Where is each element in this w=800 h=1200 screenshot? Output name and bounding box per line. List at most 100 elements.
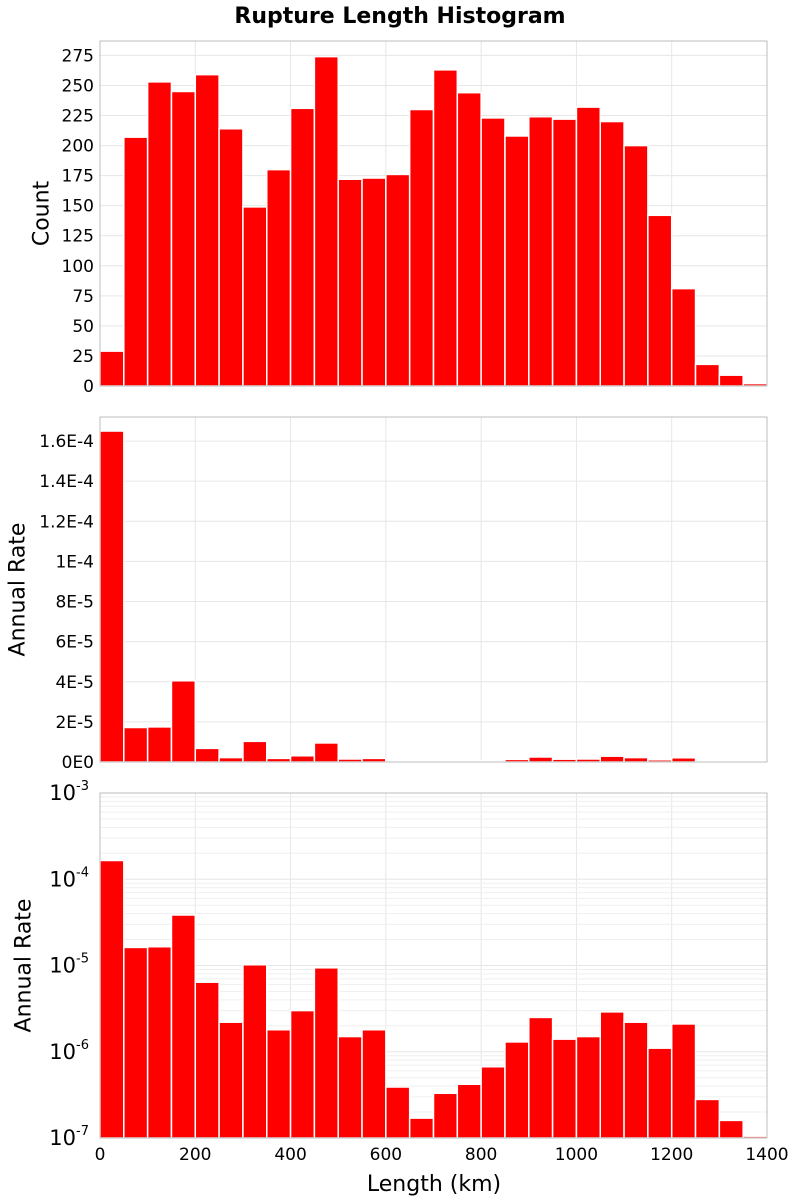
bar-annual-rate-log-4 [194,981,220,1139]
bar-annual-rate-log-13 [408,1117,435,1139]
x-tick-label: 800 [465,1145,497,1165]
count-panel: 0 25 50 75 100 125 150 175 200 225 250 275 Count [30,40,768,397]
bar-annual-rate-log-12 [385,1086,411,1139]
bar-count-26 [718,374,744,387]
y-tick-label: 1.4E-4 [39,472,94,492]
bar-annual-rate-linear-5 [218,756,244,763]
plot-frame [99,40,768,387]
bar-annual-rate-log-2 [146,945,173,1139]
y-tick-label: 4E-5 [55,673,94,693]
y-tick-label: 8E-5 [55,593,94,613]
bar-count-17 [504,135,530,387]
annual-rate-log-panel: 10-7 10-6 10-5 10-4 10-3 Annual Rate [12,779,768,1150]
bar-count-6 [242,206,268,387]
bar-annual-rate-log-18 [528,1016,554,1139]
bar-count-20 [575,106,602,387]
bar-count-14 [432,69,459,387]
x-tick-label: 400 [274,1145,306,1165]
bar-count-4 [194,73,220,387]
bar-annual-rate-linear-6 [242,740,268,763]
y-tick-label: 200 [62,137,94,157]
bar-annual-rate-log-17 [504,1041,530,1139]
bar-count-24 [670,287,697,387]
bar-count-23 [647,214,673,387]
bar-annual-rate-log-10 [337,1035,363,1139]
x-tick-label: 1200 [650,1145,693,1165]
y-tick-label: 50 [72,317,94,337]
x-tick-label: 1400 [745,1145,788,1165]
x-tick-label: 600 [370,1145,402,1165]
bar-annual-rate-log-19 [551,1038,578,1139]
bar-annual-rate-log-24 [670,1023,697,1139]
y-tick-label: 1.2E-4 [39,512,94,532]
y-tick-label: 275 [62,46,94,66]
y-tick-label: 6E-5 [55,633,94,653]
bar-annual-rate-linear-21 [599,755,625,763]
x-tick-label: 1000 [555,1145,598,1165]
bar-annual-rate-log-22 [623,1021,649,1139]
y-tick-label: 1E-4 [55,552,94,572]
bar-annual-rate-linear-22 [623,756,649,763]
bar-count-8 [289,107,316,387]
y-tick-label: 125 [62,227,94,247]
bar-annual-rate-linear-11 [361,757,387,763]
bar-annual-rate-linear-0 [99,430,125,763]
y-tick-label: 10-7 [49,1124,89,1150]
bar-count-0 [99,350,125,387]
bar-count-10 [337,178,363,387]
y-tick-label: 150 [62,197,94,217]
bar-count-18 [528,115,554,387]
bar-annual-rate-log-15 [456,1083,482,1139]
x-axis: 0 200 400 600 800 1000 1200 1400 [95,1145,789,1165]
bar-count-7 [266,168,292,387]
bar-count-12 [385,173,411,387]
bar-count-3 [170,90,197,387]
bar-count-11 [361,177,387,387]
bar-annual-rate-log-1 [123,946,149,1139]
bar-count-13 [408,108,435,387]
bar-count-16 [480,117,506,387]
bar-annual-rate-log-3 [170,914,197,1139]
y-tick-label: 10-4 [49,865,89,891]
bar-annual-rate-log-8 [289,1009,316,1139]
bar-annual-rate-linear-4 [194,747,220,763]
y-tick-label: 225 [62,107,94,127]
bar-count-5 [218,128,244,387]
plot-frame [99,416,768,763]
bar-count-25 [694,363,721,387]
bar-count-2 [146,81,173,387]
bar-annual-rate-log-26 [718,1119,744,1139]
bar-annual-rate-linear-8 [289,755,316,763]
annual-rate-linear-panel: 0E0 2E-5 4E-5 6E-5 8E-5 1E-4 1.2E-4 1.4E-4 1.6E-… [6,416,768,773]
bar-annual-rate-linear-24 [670,757,697,763]
bar-annual-rate-log-23 [647,1047,673,1139]
y-axis-title: Count [30,180,55,246]
y-tick-label: 25 [72,347,94,367]
y-tick-label: 0E0 [62,753,94,773]
bar-annual-rate-log-11 [361,1028,387,1139]
y-tick-label: 2E-5 [55,713,94,733]
bar-count-19 [551,118,578,387]
y-tick-label: 1.6E-4 [39,432,94,452]
bar-annual-rate-log-20 [575,1035,602,1139]
bar-annual-rate-linear-7 [266,757,292,763]
bar-count-15 [456,91,482,387]
chart-title: Rupture Length Histogram [234,4,565,29]
bar-annual-rate-log-21 [599,1011,625,1139]
bar-count-1 [123,136,149,387]
bar-annual-rate-linear-2 [146,726,173,763]
y-tick-label: 75 [72,287,94,307]
y-tick-label: 175 [62,167,94,187]
bar-annual-rate-log-5 [218,1021,244,1139]
bar-annual-rate-linear-9 [313,742,339,763]
bar-annual-rate-linear-18 [528,756,554,763]
y-tick-label: 10-3 [49,779,89,805]
bar-annual-rate-log-0 [99,859,125,1139]
bar-annual-rate-log-14 [432,1092,459,1139]
plot-frame [99,792,768,1139]
bar-annual-rate-linear-1 [123,726,149,763]
bar-count-21 [599,120,625,387]
y-tick-label: 0 [83,377,94,397]
y-tick-label: 100 [62,257,94,277]
